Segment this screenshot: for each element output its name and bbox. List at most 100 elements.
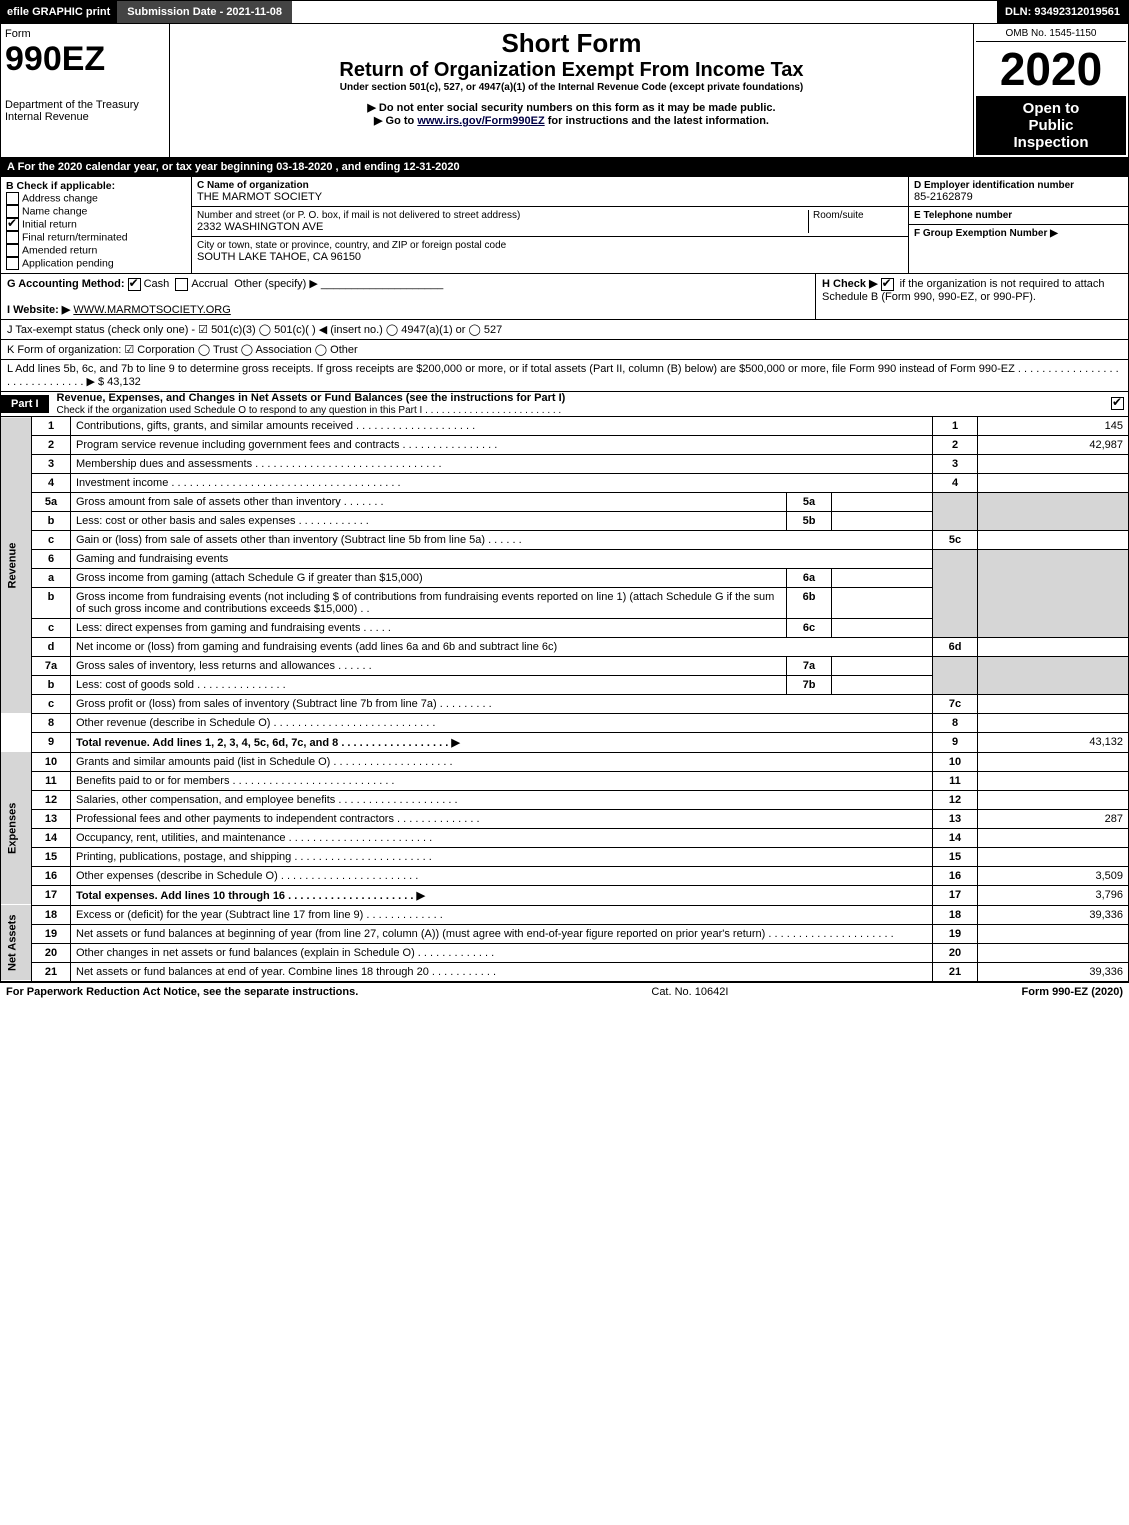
spacer-v2 [1,732,32,752]
part1-title: Revenue, Expenses, and Changes in Net As… [57,392,566,404]
l7c-v [978,694,1129,713]
l6a-sn: 6a [787,568,832,587]
h-check[interactable] [881,278,894,291]
irs-link[interactable]: www.irs.gov/Form990EZ [417,115,544,127]
l7c-rn: 7c [933,694,978,713]
efile-print-button[interactable]: efile GRAPHIC print [1,1,116,23]
meta-rows: J Tax-exempt status (check only one) - ☑… [0,320,1129,392]
l18-n: 18 [32,905,71,924]
l6b-sn: 6b [787,587,832,618]
l17-rn: 17 [933,885,978,905]
l1-n: 1 [32,417,71,436]
box-b-check[interactable] [6,192,19,205]
l5c-rn: 5c [933,530,978,549]
grp-label: F Group Exemption Number ▶ [914,228,1123,239]
l19-n: 19 [32,924,71,943]
box-b-check[interactable] [6,231,19,244]
box-c: C Name of organization THE MARMOT SOCIET… [192,177,908,273]
l20-n: 20 [32,943,71,962]
l3-rn: 3 [933,454,978,473]
l11-rn: 11 [933,771,978,790]
l9-d: Total revenue. Add lines 1, 2, 3, 4, 5c,… [71,732,933,752]
l11-v [978,771,1129,790]
l15-d: Printing, publications, postage, and shi… [71,847,933,866]
l16-v: 3,509 [978,866,1129,885]
spacer [292,1,997,23]
tel-label: E Telephone number [914,210,1123,221]
l7b-n: b [32,675,71,694]
l6d-v [978,637,1129,656]
l7a-n: 7a [32,656,71,675]
open3: Inspection [978,134,1124,151]
g-label: G Accounting Method: [7,278,125,290]
l21-v: 39,336 [978,962,1129,981]
shade-7 [933,656,978,694]
l2-v: 42,987 [978,435,1129,454]
l12-d: Salaries, other compensation, and employ… [71,790,933,809]
h-prefix: H Check ▶ [822,278,878,290]
box-b-check[interactable] [6,218,19,231]
l17-d: Total expenses. Add lines 10 through 16 … [71,885,933,905]
row-l-text: L Add lines 5b, 6c, and 7b to line 9 to … [7,363,1119,388]
part1-check[interactable] [1111,397,1124,410]
website[interactable]: WWW.MARMOTSOCIETY.ORG [73,304,230,316]
l15-n: 15 [32,847,71,866]
form-word: Form [5,28,165,40]
ssn-warning: ▶ Do not enter social security numbers o… [174,101,969,114]
l8-d: Other revenue (describe in Schedule O) .… [71,713,933,732]
dln: DLN: 93492312019561 [997,1,1128,23]
l16-rn: 16 [933,866,978,885]
l14-v [978,828,1129,847]
l13-v: 287 [978,809,1129,828]
l3-n: 3 [32,454,71,473]
l14-n: 14 [32,828,71,847]
box-b-item: Amended return [6,244,186,257]
l2-d: Program service revenue including govern… [71,435,933,454]
box-b-text: Initial return [22,218,77,230]
l4-rn: 4 [933,473,978,492]
row-l-value: 43,132 [107,376,141,388]
cash-check[interactable] [128,278,141,291]
l7b-sv [832,675,933,694]
l6c-sv [832,618,933,637]
short-form-title: Short Form [174,28,969,59]
l4-n: 4 [32,473,71,492]
footer-mid: Cat. No. 10642I [358,986,1021,998]
box-b-check[interactable] [6,257,19,270]
l1-d: Contributions, gifts, grants, and simila… [71,417,933,436]
l6a-sv [832,568,933,587]
box-b-text: Final return/terminated [22,231,128,243]
l5b-n: b [32,511,71,530]
department: Department of the Treasury [5,99,165,111]
city-label: City or town, state or province, country… [197,240,903,251]
box-b-check[interactable] [6,244,19,257]
submission-date: Submission Date - 2021-11-08 [116,1,292,23]
goto-suffix: for instructions and the latest informat… [548,115,769,127]
row-g-h: G Accounting Method: Cash Accrual Other … [0,274,1129,320]
other: Other (specify) ▶ [234,278,318,290]
l6c-sn: 6c [787,618,832,637]
box-b-text: Address change [22,192,98,204]
box-b-item: Address change [6,192,186,205]
expenses-label: Expenses [1,752,32,905]
l6c-d: Less: direct expenses from gaming and fu… [71,618,787,637]
l2-rn: 2 [933,435,978,454]
box-b-item: Final return/terminated [6,231,186,244]
l6c-n: c [32,618,71,637]
open1: Open to [978,100,1124,117]
net-label: Net Assets [1,905,32,981]
row-a-period: A For the 2020 calendar year, or tax yea… [0,158,1129,177]
l6d-rn: 6d [933,637,978,656]
l6d-d: Net income or (loss) from gaming and fun… [71,637,933,656]
part1-sub: Check if the organization used Schedule … [57,405,562,416]
l11-d: Benefits paid to or for members . . . . … [71,771,933,790]
shade-7v [978,656,1129,694]
footer-left: For Paperwork Reduction Act Notice, see … [6,986,358,998]
l7c-d: Gross profit or (loss) from sales of inv… [71,694,933,713]
info-grid: B Check if applicable: Address changeNam… [0,177,1129,274]
accrual-check[interactable] [175,278,188,291]
subtitle: Under section 501(c), 527, or 4947(a)(1)… [174,82,969,93]
omb: OMB No. 1545-1150 [976,26,1126,42]
lines-table: Revenue 1 Contributions, gifts, grants, … [0,417,1129,982]
city: SOUTH LAKE TAHOE, CA 96150 [197,251,903,263]
